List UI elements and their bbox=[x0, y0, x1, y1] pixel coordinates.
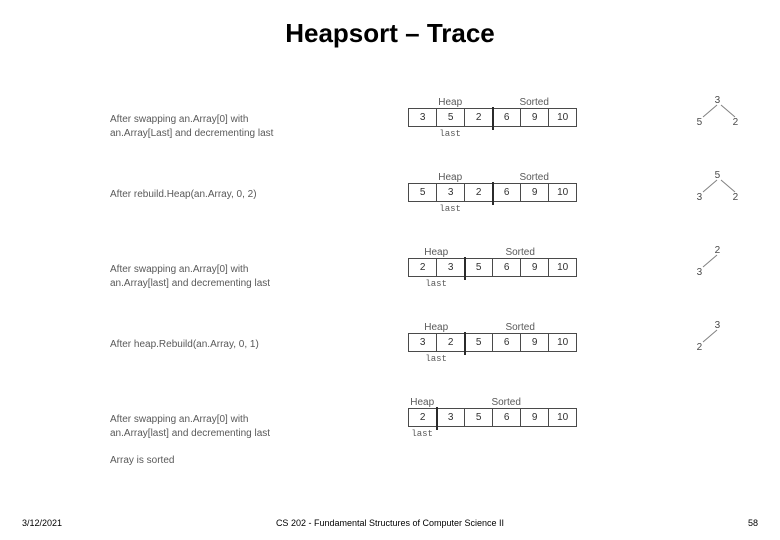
step-description: After heap.Rebuild(an.Array, 0, 1) bbox=[0, 320, 408, 352]
array-cell: 2 bbox=[437, 334, 465, 351]
slide-title: Heapsort – Trace bbox=[0, 18, 780, 49]
array-cell: 6 bbox=[493, 259, 521, 276]
heap-label: Heap bbox=[408, 397, 436, 408]
array-cell: 3 bbox=[409, 334, 437, 351]
tree-node: 2 bbox=[715, 245, 721, 256]
sorted-label: Sorted bbox=[436, 397, 576, 408]
last-label: last bbox=[408, 429, 436, 439]
tree-node: 3 bbox=[697, 267, 703, 278]
array-cell: 6 bbox=[493, 109, 521, 126]
array-block: HeapSorted2356910last bbox=[408, 245, 624, 289]
heap-sorted-divider bbox=[492, 107, 494, 130]
array-header: HeapSorted bbox=[408, 97, 624, 108]
array-block: HeapSorted2356910 last bbox=[408, 395, 624, 439]
trace-rows: After swapping an.Array[0] withan.Array[… bbox=[0, 95, 780, 466]
step-description: After swapping an.Array[0] withan.Array[… bbox=[0, 395, 408, 440]
sorted-label: Sorted bbox=[492, 97, 576, 108]
array-header: HeapSorted bbox=[408, 397, 624, 408]
tree-node: 2 bbox=[733, 192, 739, 203]
tree-node: 3 bbox=[697, 192, 703, 203]
array-cell: 5 bbox=[465, 334, 493, 351]
array-cell: 5 bbox=[465, 259, 493, 276]
array-cell: 9 bbox=[521, 184, 549, 201]
array-sorted-label: Array is sorted bbox=[0, 455, 780, 466]
array-cell: 5 bbox=[437, 109, 465, 126]
array-cell: 10 bbox=[549, 334, 576, 351]
heap-tree bbox=[665, 395, 780, 455]
last-label: last bbox=[408, 204, 492, 214]
heap-sorted-divider bbox=[492, 182, 494, 205]
array-cell: 3 bbox=[409, 109, 437, 126]
array-block: HeapSorted5326910last bbox=[408, 170, 624, 214]
sorted-label: Sorted bbox=[464, 322, 576, 333]
tree-node: 3 bbox=[715, 320, 721, 331]
array-header: HeapSorted bbox=[408, 172, 624, 183]
heap-sorted-divider bbox=[464, 257, 466, 280]
array-cell: 5 bbox=[409, 184, 437, 201]
array-header: HeapSorted bbox=[408, 322, 624, 333]
tree-node: 2 bbox=[697, 342, 703, 353]
array-block: HeapSorted3526910last bbox=[408, 95, 624, 139]
array-cell: 2 bbox=[465, 109, 493, 126]
heap-label: Heap bbox=[408, 247, 464, 258]
array-header: HeapSorted bbox=[408, 247, 624, 258]
trace-row: After heap.Rebuild(an.Array, 0, 1)HeapSo… bbox=[0, 320, 780, 395]
array-cell: 10 bbox=[549, 259, 576, 276]
array-cell: 10 bbox=[549, 184, 576, 201]
tree-node: 2 bbox=[733, 117, 739, 128]
array-cells: 2356910 bbox=[408, 258, 577, 277]
step-description: After rebuild.Heap(an.Array, 0, 2) bbox=[0, 170, 408, 202]
last-label: last bbox=[408, 279, 464, 289]
heap-tree: 5 3 2 bbox=[665, 170, 780, 230]
array-cell: 3 bbox=[437, 259, 465, 276]
array-cells: 2356910 bbox=[408, 408, 577, 427]
array-block: HeapSorted3256910last bbox=[408, 320, 624, 364]
sorted-label: Sorted bbox=[464, 247, 576, 258]
slide: Heapsort – Trace After swapping an.Array… bbox=[0, 0, 780, 540]
tree-node: 5 bbox=[697, 117, 703, 128]
array-cell: 5 bbox=[465, 409, 493, 426]
array-cell: 9 bbox=[521, 259, 549, 276]
array-cells: 3256910 bbox=[408, 333, 577, 352]
array-cell: 6 bbox=[493, 409, 521, 426]
array-cell: 9 bbox=[521, 334, 549, 351]
heap-label: Heap bbox=[408, 172, 492, 183]
tree-node: 3 bbox=[715, 95, 721, 106]
array-cell: 3 bbox=[437, 409, 465, 426]
heap-label: Heap bbox=[408, 97, 492, 108]
array-cell: 10 bbox=[549, 409, 576, 426]
trace-row: After swapping an.Array[0] withan.Array[… bbox=[0, 95, 780, 170]
tree-node: 5 bbox=[715, 170, 721, 181]
sorted-label: Sorted bbox=[492, 172, 576, 183]
array-cell: 2 bbox=[465, 184, 493, 201]
array-cell: 6 bbox=[493, 184, 521, 201]
footer-course: CS 202 - Fundamental Structures of Compu… bbox=[0, 518, 780, 528]
heap-tree: 32 bbox=[665, 320, 780, 380]
trace-row: After swapping an.Array[0] withan.Array[… bbox=[0, 245, 780, 320]
heap-label: Heap bbox=[408, 322, 464, 333]
step-description: After swapping an.Array[0] withan.Array[… bbox=[0, 95, 408, 140]
array-cell: 3 bbox=[437, 184, 465, 201]
heap-sorted-divider bbox=[464, 332, 466, 355]
footer-page-number: 58 bbox=[748, 518, 758, 528]
last-label: last bbox=[408, 129, 492, 139]
array-cell: 2 bbox=[409, 259, 437, 276]
trace-row: After swapping an.Array[0] withan.Array[… bbox=[0, 395, 780, 457]
last-label: last bbox=[408, 354, 464, 364]
array-cell: 9 bbox=[521, 409, 549, 426]
trace-row: After rebuild.Heap(an.Array, 0, 2)HeapSo… bbox=[0, 170, 780, 245]
heap-sorted-divider bbox=[436, 407, 438, 430]
heap-tree: 3 5 2 bbox=[665, 95, 780, 155]
array-cell: 6 bbox=[493, 334, 521, 351]
array-cell: 10 bbox=[549, 109, 576, 126]
heap-tree: 23 bbox=[665, 245, 780, 305]
array-cell: 9 bbox=[521, 109, 549, 126]
array-cell: 2 bbox=[409, 409, 437, 426]
step-description: After swapping an.Array[0] withan.Array[… bbox=[0, 245, 408, 290]
